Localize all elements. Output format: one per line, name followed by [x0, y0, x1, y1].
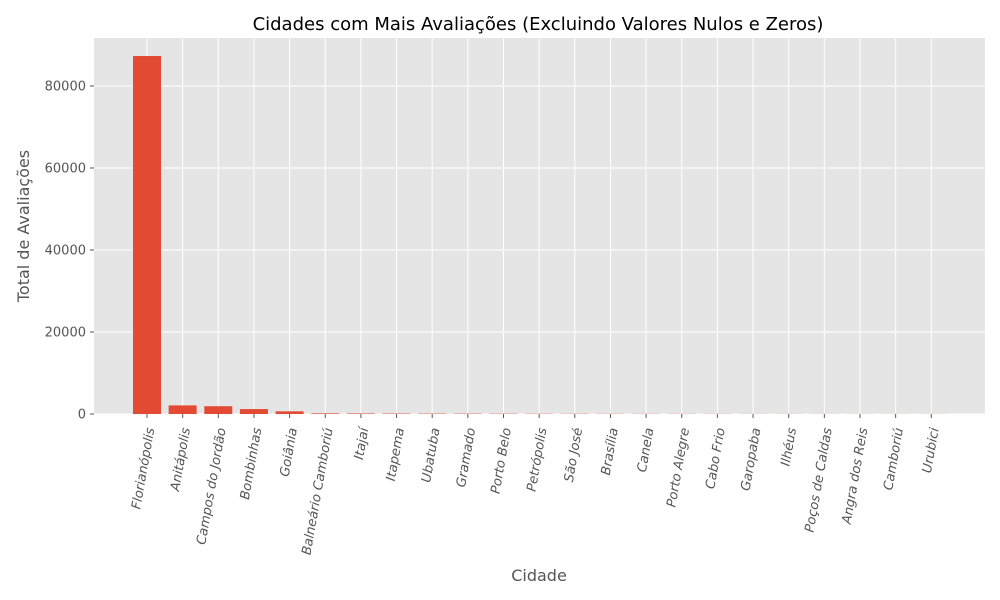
- x-tick-label: Campos do Jordão: [194, 427, 229, 546]
- x-tick-label: Balneário Camboriú: [299, 427, 336, 557]
- x-tick-label: Garopaba: [739, 427, 765, 492]
- x-tick-label: Ilhéus: [779, 426, 801, 467]
- x-tick-label: Canela: [635, 427, 658, 474]
- x-tick-label: Goiânia: [278, 427, 301, 478]
- x-tick-label: Petrópolis: [525, 426, 551, 492]
- bar-0: [133, 56, 161, 414]
- x-tick-label: Itajaí: [352, 424, 373, 461]
- x-tick-label: Poços de Caldas: [803, 426, 836, 533]
- x-axis-label: Cidade: [511, 566, 567, 585]
- x-tick-label: Ubatuba: [419, 427, 443, 484]
- x-tick-label: Florianópolis: [129, 426, 158, 510]
- x-axis-ticks: Florianópolis Anitápolis Campos do Jordão B…: [129, 414, 943, 557]
- y-tick-label: 0: [78, 408, 86, 423]
- y-tick-label: 80000: [45, 79, 86, 94]
- x-tick-label: Camboriú: [881, 427, 907, 492]
- bar-3: [239, 409, 268, 414]
- grid-lines: [94, 38, 985, 415]
- bar-5: [311, 413, 340, 414]
- x-tick-label: Cabo Frio: [703, 427, 729, 490]
- y-axis-label: Total de Avaliações: [14, 150, 33, 303]
- bar-1: [168, 405, 197, 414]
- x-tick-label: Urubici: [920, 426, 943, 474]
- y-tick-label: 40000: [45, 243, 86, 258]
- x-tick-label: Gramado: [454, 427, 479, 489]
- x-tick-label: Itapema: [384, 427, 408, 483]
- y-tick-label: 60000: [45, 161, 86, 176]
- bars: [133, 56, 946, 414]
- x-tick-label: Angra dos Reis: [840, 426, 872, 526]
- bar-2: [204, 406, 233, 414]
- x-tick-label: São José: [562, 427, 586, 484]
- bar-4: [275, 411, 304, 414]
- chart-title: Cidades com Mais Avaliações (Excluindo V…: [253, 14, 824, 35]
- x-tick-label: Brasília: [599, 427, 622, 477]
- x-tick-label: Porto Belo: [489, 427, 515, 495]
- x-tick-label: Bombinhas: [238, 426, 265, 500]
- x-tick-label: Anitápolis: [168, 426, 194, 493]
- x-tick-label: Porto Alegre: [664, 427, 693, 509]
- y-axis-ticks: 0 20000 40000 60000 80000: [45, 79, 94, 423]
- y-tick-label: 20000: [45, 325, 86, 340]
